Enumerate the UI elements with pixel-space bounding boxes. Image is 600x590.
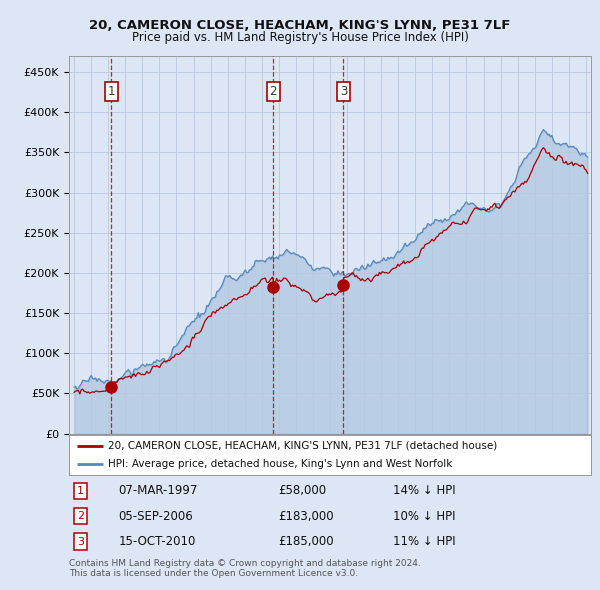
Text: HPI: Average price, detached house, King's Lynn and West Norfolk: HPI: Average price, detached house, King…: [108, 459, 452, 469]
Text: £58,000: £58,000: [278, 484, 326, 497]
Text: Contains HM Land Registry data © Crown copyright and database right 2024.: Contains HM Land Registry data © Crown c…: [69, 559, 421, 568]
Text: 20, CAMERON CLOSE, HEACHAM, KING'S LYNN, PE31 7LF (detached house): 20, CAMERON CLOSE, HEACHAM, KING'S LYNN,…: [108, 441, 497, 451]
Text: 05-SEP-2006: 05-SEP-2006: [119, 510, 193, 523]
Text: 20, CAMERON CLOSE, HEACHAM, KING'S LYNN, PE31 7LF: 20, CAMERON CLOSE, HEACHAM, KING'S LYNN,…: [89, 19, 511, 32]
Text: 11% ↓ HPI: 11% ↓ HPI: [392, 535, 455, 548]
Text: 2: 2: [77, 512, 84, 521]
Text: £185,000: £185,000: [278, 535, 334, 548]
Text: 1: 1: [77, 486, 84, 496]
Text: 14% ↓ HPI: 14% ↓ HPI: [392, 484, 455, 497]
Text: 2: 2: [269, 86, 277, 99]
Text: This data is licensed under the Open Government Licence v3.0.: This data is licensed under the Open Gov…: [69, 569, 358, 578]
Text: 07-MAR-1997: 07-MAR-1997: [119, 484, 198, 497]
Text: Price paid vs. HM Land Registry's House Price Index (HPI): Price paid vs. HM Land Registry's House …: [131, 31, 469, 44]
Text: £183,000: £183,000: [278, 510, 334, 523]
Text: 1: 1: [107, 86, 115, 99]
Text: 3: 3: [77, 536, 84, 546]
Text: 10% ↓ HPI: 10% ↓ HPI: [392, 510, 455, 523]
Text: 15-OCT-2010: 15-OCT-2010: [119, 535, 196, 548]
Text: 3: 3: [340, 86, 347, 99]
